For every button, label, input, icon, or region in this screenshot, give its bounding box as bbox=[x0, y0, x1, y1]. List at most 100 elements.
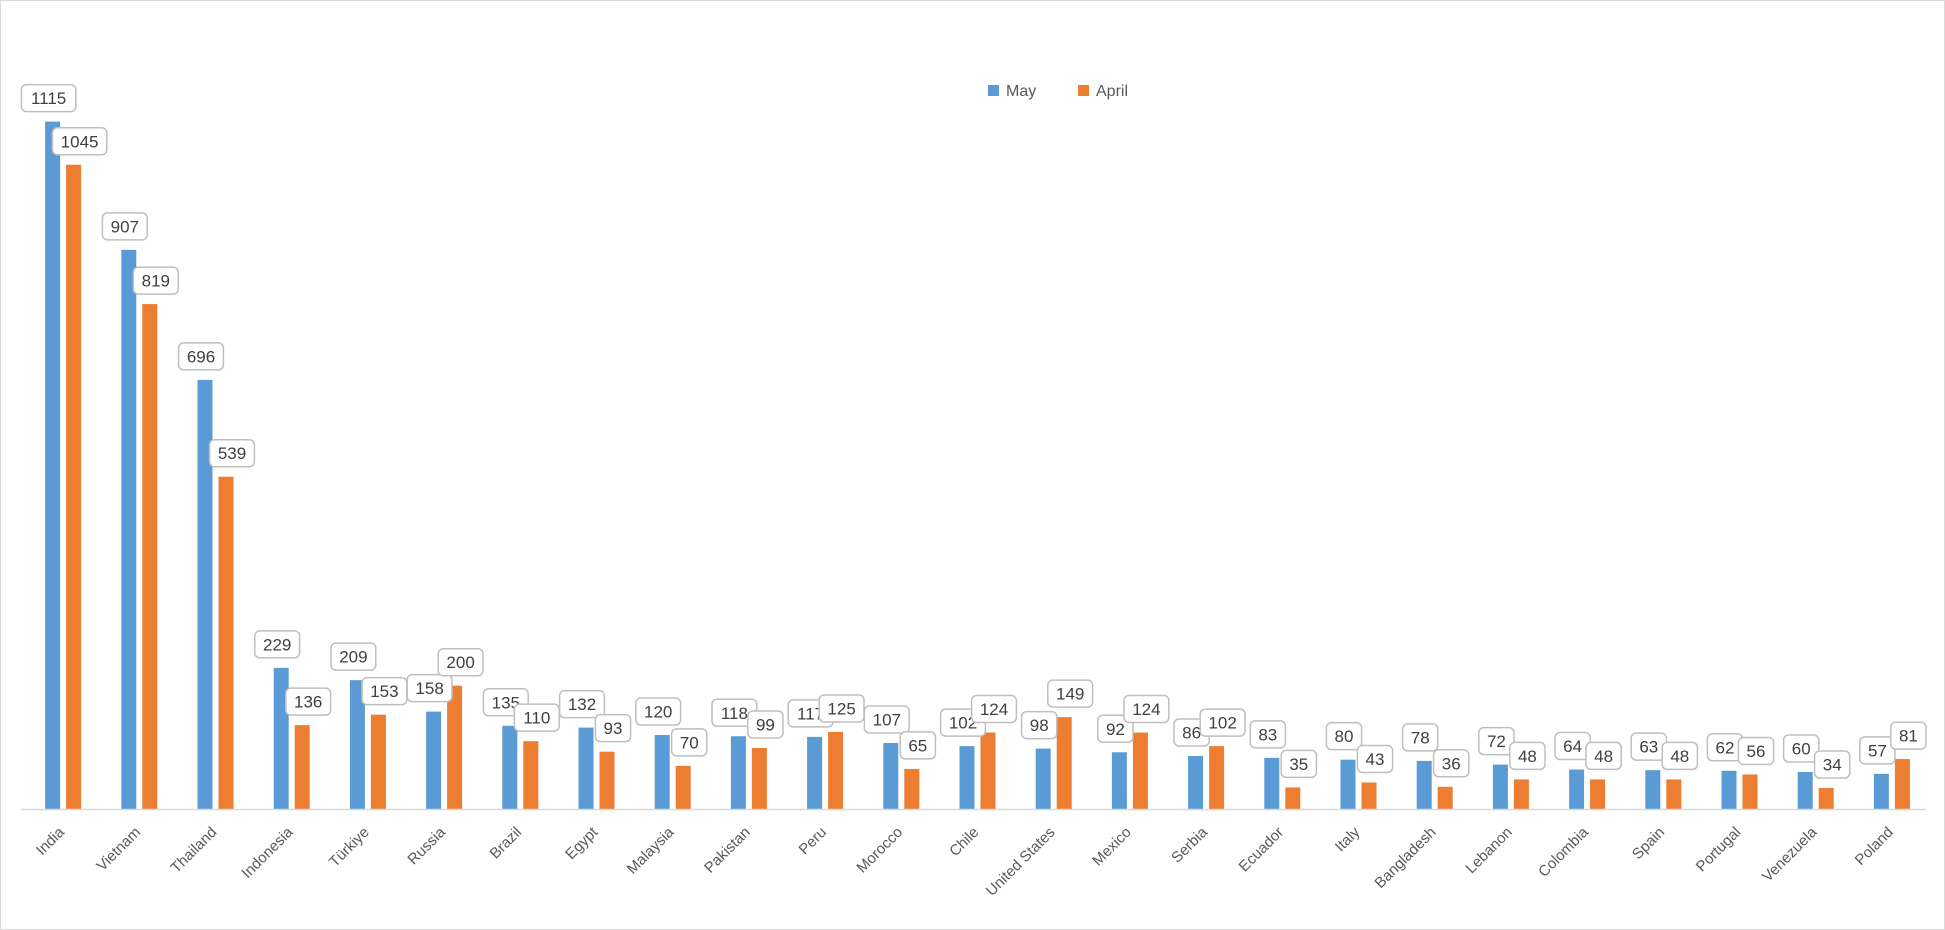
data-label-april: 136 bbox=[285, 687, 332, 716]
data-label-value: 48 bbox=[1518, 747, 1537, 766]
data-label-box bbox=[1280, 749, 1318, 779]
data-label-april: 125 bbox=[818, 694, 865, 723]
data-label-may: 229 bbox=[254, 630, 301, 659]
bar-may-colombia bbox=[1569, 769, 1585, 809]
data-label-box bbox=[818, 694, 865, 723]
x-tick-label: Vietnam bbox=[93, 824, 144, 875]
data-label-box bbox=[330, 642, 377, 671]
data-label-value: 64 bbox=[1563, 737, 1582, 756]
data-label-box bbox=[863, 705, 910, 734]
data-label-value: 107 bbox=[873, 711, 901, 730]
data-label-value: 1115 bbox=[31, 89, 66, 108]
data-label-value: 539 bbox=[218, 444, 246, 463]
data-label-box bbox=[1509, 741, 1546, 771]
data-label-value: 62 bbox=[1716, 738, 1735, 757]
bar-april-türkiye bbox=[370, 714, 386, 809]
bar-april-united-states bbox=[1056, 717, 1072, 809]
data-label-may: 62 bbox=[1706, 733, 1744, 762]
data-label-may: 83 bbox=[1249, 720, 1287, 749]
x-tick-label: Bangladesh bbox=[1371, 824, 1439, 892]
x-tick-label: Chile bbox=[946, 824, 982, 860]
x-tick-label: Russia bbox=[404, 823, 449, 868]
bar-april-chile bbox=[980, 732, 996, 809]
data-label-value: 86 bbox=[1182, 723, 1201, 742]
data-label-april: 149 bbox=[1047, 679, 1094, 708]
data-label-box bbox=[1123, 694, 1170, 724]
data-label-may: 107 bbox=[863, 705, 910, 734]
data-label-may: 209 bbox=[330, 642, 377, 671]
bar-april-pakistan bbox=[751, 747, 767, 809]
data-label-april: 200 bbox=[437, 647, 484, 677]
bar-april-malaysia bbox=[675, 765, 691, 809]
data-label-may: 64 bbox=[1554, 731, 1591, 761]
data-label-may: 92 bbox=[1097, 714, 1134, 744]
data-label-box bbox=[747, 710, 784, 739]
data-label-value: 92 bbox=[1106, 720, 1125, 739]
x-tick-label: India bbox=[33, 823, 68, 858]
bar-may-malaysia bbox=[654, 735, 670, 809]
data-label-april: 539 bbox=[208, 438, 256, 468]
x-tick-label: United States bbox=[983, 824, 1059, 900]
data-label-box bbox=[406, 673, 453, 703]
data-label-value: 200 bbox=[446, 653, 474, 672]
data-label-value: 80 bbox=[1335, 727, 1354, 746]
data-label-april: 81 bbox=[1890, 721, 1927, 750]
x-tick-label: Poland bbox=[1852, 824, 1897, 869]
x-tick-label: Mexico bbox=[1089, 824, 1135, 870]
bar-april-thailand bbox=[218, 476, 234, 809]
data-label-value: 149 bbox=[1056, 685, 1084, 704]
data-label-value: 153 bbox=[370, 682, 398, 701]
legend-label: April bbox=[1096, 83, 1128, 100]
bar-may-peru bbox=[807, 736, 823, 809]
bar-april-brazil bbox=[523, 741, 539, 809]
data-label-value: 136 bbox=[294, 693, 322, 712]
data-label-may: 120 bbox=[635, 697, 682, 726]
data-label-value: 72 bbox=[1487, 732, 1506, 751]
data-label-may: 132 bbox=[558, 689, 606, 719]
bar-april-mexico bbox=[1132, 732, 1148, 809]
data-label-box bbox=[970, 694, 1018, 724]
data-label-box bbox=[132, 266, 179, 295]
bar-april-russia bbox=[447, 685, 463, 809]
data-label-box bbox=[1782, 734, 1820, 763]
data-label-may: 98 bbox=[1020, 710, 1058, 740]
data-label-april: 102 bbox=[1199, 708, 1246, 737]
data-label-value: 81 bbox=[1899, 727, 1918, 746]
data-label-value: 125 bbox=[827, 699, 855, 718]
data-label-box bbox=[1047, 679, 1094, 708]
data-label-box bbox=[1890, 721, 1927, 750]
bar-may-morocco bbox=[883, 743, 899, 809]
data-label-value: 78 bbox=[1411, 728, 1430, 747]
x-tick-label: Venezuela bbox=[1759, 823, 1821, 885]
data-label-value: 36 bbox=[1442, 754, 1461, 773]
bar-may-united-states bbox=[1035, 748, 1051, 809]
bar-may-india bbox=[45, 121, 61, 810]
bar-april-serbia bbox=[1209, 746, 1225, 809]
data-label-box bbox=[1813, 750, 1851, 779]
data-label-value: 102 bbox=[1208, 714, 1236, 733]
data-label-box bbox=[513, 703, 560, 732]
bar-may-mexico bbox=[1111, 752, 1127, 809]
data-label-box bbox=[1020, 710, 1058, 740]
x-tick-label: Morocco bbox=[853, 824, 906, 877]
x-tick-label: Italy bbox=[1332, 823, 1364, 855]
bar-may-türkiye bbox=[349, 680, 365, 809]
data-label-value: 57 bbox=[1868, 741, 1887, 760]
data-label-april: 110 bbox=[513, 703, 560, 732]
data-label-value: 60 bbox=[1792, 740, 1811, 759]
data-label-value: 120 bbox=[644, 703, 672, 722]
data-label-may: 78 bbox=[1401, 723, 1439, 752]
data-label-april: 43 bbox=[1356, 744, 1394, 774]
data-label-box bbox=[635, 697, 682, 726]
data-label-april: 93 bbox=[594, 713, 632, 743]
data-label-april: 36 bbox=[1432, 749, 1470, 778]
data-label-april: 153 bbox=[361, 676, 408, 706]
data-label-value: 35 bbox=[1289, 755, 1308, 774]
data-label-april: 48 bbox=[1509, 741, 1546, 771]
bar-may-ecuador bbox=[1264, 757, 1280, 809]
data-label-value: 135 bbox=[492, 693, 520, 712]
data-label-box bbox=[285, 687, 332, 716]
data-label-box bbox=[51, 127, 108, 156]
